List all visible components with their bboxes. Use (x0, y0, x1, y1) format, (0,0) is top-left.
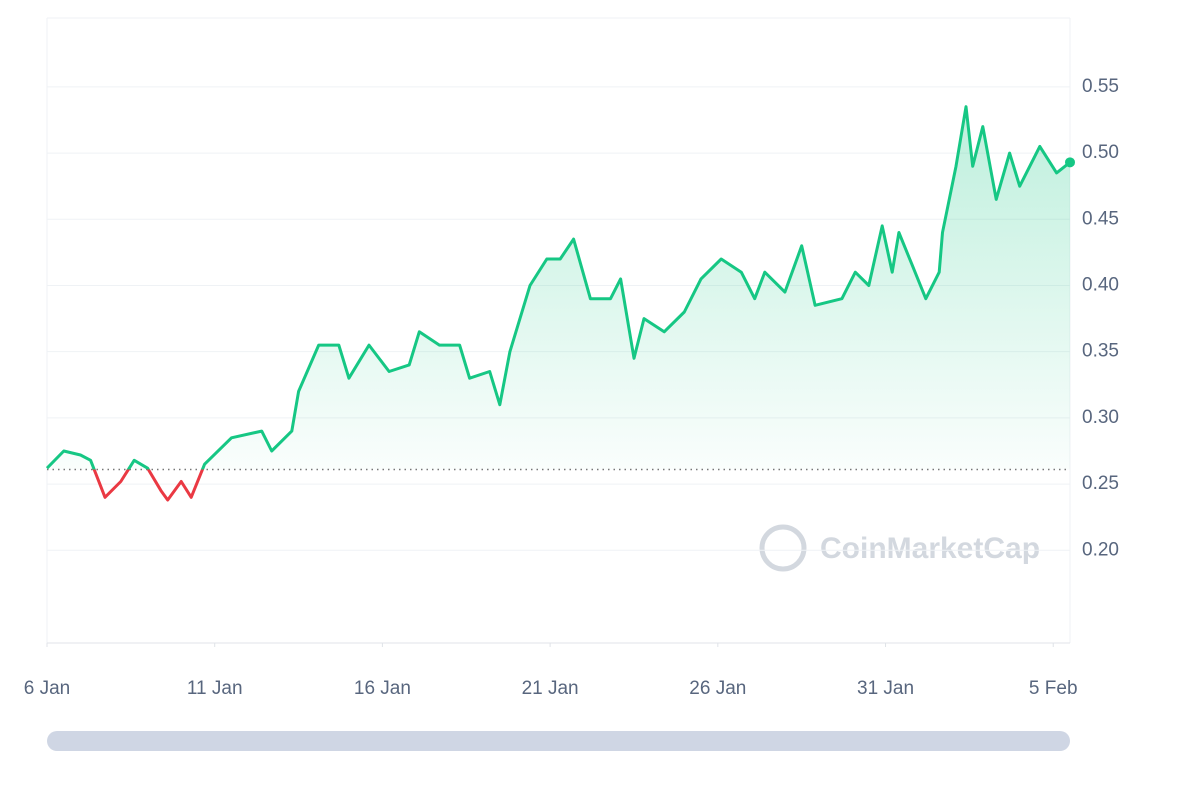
y-tick-label: 0.20 (1082, 539, 1119, 560)
last-point (1065, 157, 1075, 168)
x-tick-label: 21 Jan (522, 678, 579, 699)
price-line (45, 105, 1071, 470)
y-tick-label: 0.25 (1082, 473, 1119, 494)
x-tick-label: 31 Jan (857, 678, 914, 699)
watermark-logo (759, 524, 807, 572)
y-tick-label: 0.55 (1082, 76, 1119, 97)
y-tick-label: 0.40 (1082, 274, 1119, 295)
y-tick-label: 0.35 (1082, 341, 1119, 362)
area (47, 106, 1070, 470)
y-tick-label: 0.30 (1082, 407, 1119, 428)
x-tick-label: 16 Jan (354, 678, 411, 699)
y-tick-label: 0.50 (1082, 142, 1119, 163)
x-tick-label: 6 Jan (24, 678, 70, 699)
watermark: CoinMarketCap (820, 532, 1040, 565)
x-tick-label: 26 Jan (689, 678, 746, 699)
scrollbar[interactable] (47, 731, 1070, 751)
x-tick-label: 5 Feb (1029, 678, 1078, 699)
x-tick-label: 11 Jan (187, 678, 243, 699)
y-tick-label: 0.45 (1082, 208, 1119, 229)
price-line-down (92, 469, 205, 502)
